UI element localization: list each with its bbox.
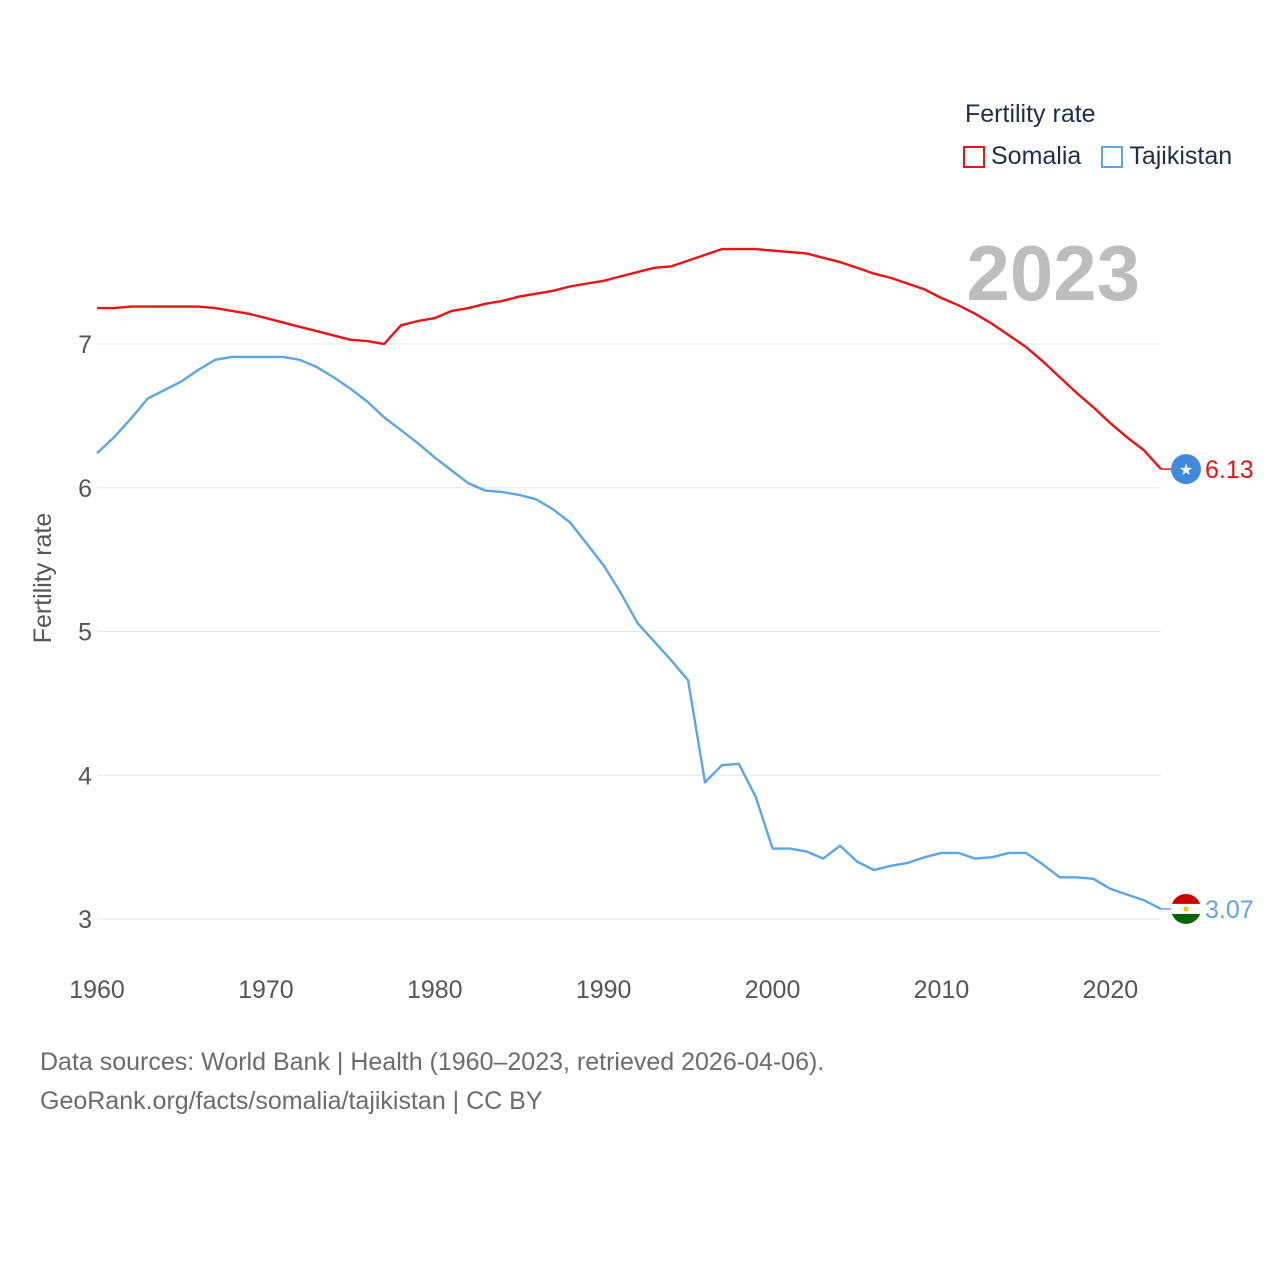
- y-tick-label: 3: [78, 906, 92, 934]
- footer-line-sources: Data sources: World Bank | Health (1960–…: [40, 1048, 825, 1076]
- legend-label-somalia: Somalia: [991, 142, 1082, 170]
- chart-title-year: 2023: [966, 229, 1140, 317]
- end-value-label-somalia: 6.13: [1205, 456, 1254, 484]
- legend-title: Fertility rate: [965, 100, 1096, 128]
- y-axis-label: Fertility rate: [29, 513, 57, 644]
- tajikistan-flag-icon: [1171, 893, 1201, 924]
- footer-sources: Data sources: World Bank | Health (1960–…: [40, 1043, 824, 1121]
- y-tick-label: 7: [78, 331, 92, 359]
- legend-item-tajikistan[interactable]: Tajikistan: [1101, 142, 1232, 171]
- legend-swatch-somalia: [963, 145, 985, 168]
- x-tick-label: 1970: [238, 976, 294, 1004]
- footer-line-link[interactable]: GeoRank.org/facts/somalia/tajikistan | C…: [40, 1087, 543, 1115]
- somalia-flag-icon: ★: [1171, 454, 1201, 485]
- legend-label-tajikistan: Tajikistan: [1129, 142, 1233, 170]
- x-tick-label: 1990: [576, 976, 632, 1004]
- series-line-somalia: [97, 247, 1162, 470]
- series-lines: [96, 247, 1162, 910]
- svg-text:★: ★: [1179, 462, 1193, 479]
- end-markers: ★ 6.13 3.07: [1161, 454, 1254, 924]
- legend-item-somalia[interactable]: Somalia: [963, 142, 1081, 171]
- x-tick-label: 1960: [69, 976, 125, 1004]
- end-value-label-tajikistan: 3.07: [1205, 896, 1254, 924]
- legend: Somalia Tajikistan: [963, 142, 1252, 171]
- y-tick-label: 4: [78, 762, 92, 790]
- y-tick-label: 5: [78, 619, 92, 647]
- x-axis-ticks: 1960 1970 1980 1990 2000 2010 2020: [69, 976, 1138, 1004]
- series-line-tajikistan: [96, 355, 1162, 910]
- x-tick-label: 2010: [914, 976, 970, 1004]
- x-tick-label: 2000: [745, 976, 801, 1004]
- gridlines: [97, 343, 1161, 920]
- y-axis-ticks: 3 4 5 6 7: [78, 331, 92, 934]
- y-tick-label: 6: [78, 475, 92, 503]
- legend-swatch-tajikistan: [1101, 145, 1124, 168]
- x-tick-label: 2020: [1083, 976, 1139, 1004]
- x-tick-label: 1980: [407, 976, 463, 1004]
